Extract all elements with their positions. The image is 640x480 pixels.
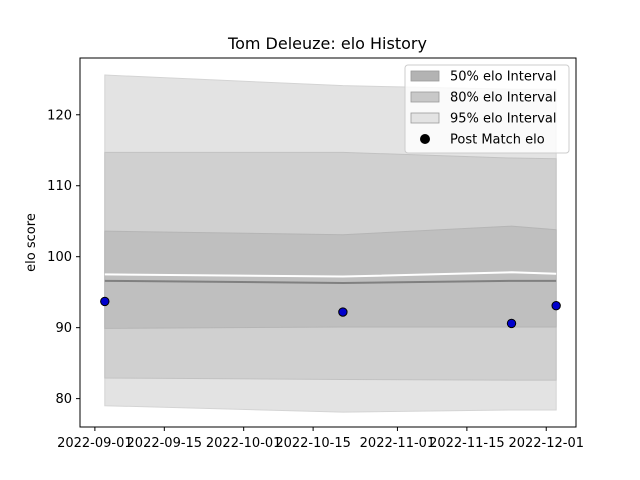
y-tick-label: 90 (55, 321, 72, 336)
axes-frame (79, 57, 577, 428)
legend-label: 95% elo Interval (450, 112, 557, 127)
y-tick-label: 100 (47, 250, 72, 265)
post-match-point (338, 307, 348, 317)
x-tick-label: 2022-11-01 (360, 436, 436, 451)
x-tick-label: 2022-11-15 (429, 436, 505, 451)
x-tick-label: 2022-09-01 (57, 436, 133, 451)
mean-elo-line (104, 279, 557, 284)
legend-label: Post Match elo (450, 133, 545, 148)
legend-swatch (410, 91, 440, 103)
y-tick-label: 120 (47, 108, 72, 123)
separator-line (104, 271, 557, 278)
x-tick-label: 2022-09-15 (127, 436, 203, 451)
legend-swatch (410, 112, 440, 124)
y-axis-label: elo score (24, 213, 39, 272)
plot-area (100, 74, 561, 413)
x-tick-label: 2022-10-01 (206, 436, 282, 451)
chart-title: Tom Deleuze: elo History (227, 34, 427, 53)
legend: 50% elo Interval 80% elo Interval 95% elo … (404, 64, 570, 154)
legend-label: 50% elo Interval (450, 70, 557, 85)
x-tick-label: 2022-12-01 (508, 436, 584, 451)
post-match-point (551, 300, 561, 311)
post-match-point (100, 296, 110, 307)
legend-marker (420, 134, 430, 144)
y-tick-label: 110 (47, 179, 72, 194)
legend-label: 80% elo Interval (450, 91, 557, 106)
legend-box (404, 64, 570, 154)
y-axis: 80 90 100 110 120 (47, 108, 80, 407)
legend-swatch (410, 70, 440, 82)
y-tick-label: 80 (55, 392, 72, 407)
x-tick-label: 2022-10-15 (275, 436, 351, 451)
post-match-point (506, 318, 517, 329)
